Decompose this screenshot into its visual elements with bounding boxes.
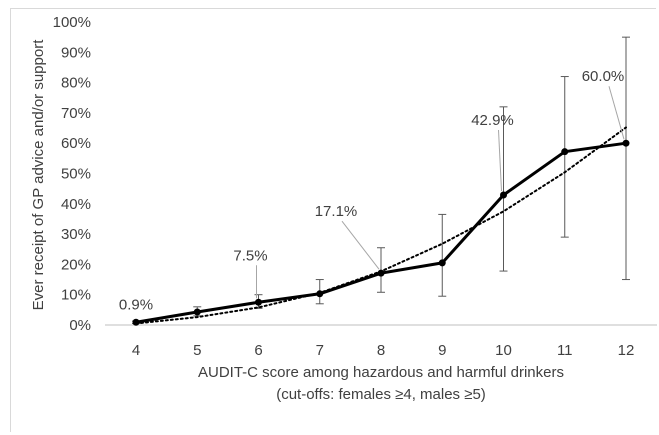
x-tick-label: 7 <box>316 342 324 359</box>
y-tick-label: 30% <box>61 226 91 243</box>
trendline-path <box>135 126 627 325</box>
y-axis-title: Ever receipt of GP advice and/or support <box>30 39 47 311</box>
data-labels: 0.9% 7.5% 17.1% 42.9% 60.0% <box>119 68 625 313</box>
x-tick-label: 9 <box>438 342 446 359</box>
x-axis-title-line2: (cut-offs: females ≥4, males ≥5) <box>276 386 486 403</box>
data-point <box>438 259 446 267</box>
data-point <box>500 191 507 199</box>
y-tick-label: 100% <box>53 14 91 31</box>
trendline <box>135 126 627 325</box>
data-label-leader <box>608 86 625 140</box>
x-tick-label: 4 <box>132 342 140 359</box>
y-tick-label: 60% <box>61 135 91 152</box>
main-series <box>132 139 630 326</box>
data-point <box>561 148 569 156</box>
data-point <box>132 318 140 326</box>
series-line <box>135 141 627 324</box>
y-tick-label: 0% <box>69 317 91 334</box>
y-tick-label: 20% <box>61 256 91 273</box>
data-label: 7.5% <box>233 247 267 264</box>
x-axis-ticks: 4 5 6 7 8 9 10 11 12 <box>132 342 635 359</box>
x-tick-label: 11 <box>557 342 573 359</box>
chart-frame <box>10 8 656 432</box>
data-point <box>377 269 385 277</box>
data-label-leader <box>498 129 502 192</box>
y-tick-label: 70% <box>61 105 91 122</box>
y-tick-label: 40% <box>61 196 91 213</box>
y-tick-label: 90% <box>61 44 91 61</box>
data-label: 17.1% <box>315 203 358 220</box>
data-point <box>622 139 630 147</box>
y-tick-label: 50% <box>61 166 91 183</box>
y-tick-label: 80% <box>61 75 91 92</box>
data-label: 42.9% <box>471 112 514 129</box>
x-tick-label: 5 <box>193 342 201 359</box>
data-label: 0.9% <box>119 296 153 313</box>
y-axis-ticks: 0% 10% 20% 30% 40% 50% 60% 70% 80% 90% 100% <box>53 14 91 334</box>
data-label: 60.0% <box>582 68 625 85</box>
y-tick-label: 10% <box>61 287 91 304</box>
error-bars <box>132 36 630 324</box>
data-point <box>193 308 201 316</box>
data-label-leader <box>341 220 380 270</box>
x-tick-label: 8 <box>377 342 385 359</box>
data-point <box>316 290 324 298</box>
x-axis-title: AUDIT-C score among hazardous and harmfu… <box>198 364 564 381</box>
data-point <box>255 298 262 306</box>
x-tick-label: 10 <box>495 342 512 359</box>
x-tick-label: 12 <box>618 342 635 359</box>
x-tick-label: 6 <box>254 342 262 359</box>
